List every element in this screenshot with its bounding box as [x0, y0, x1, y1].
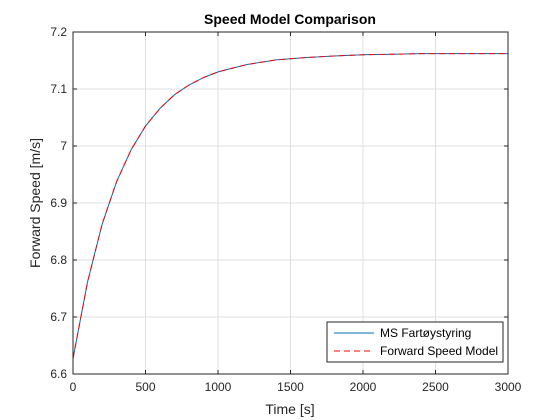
- x-tick-label: 0: [70, 380, 77, 394]
- y-tick-label: 7.1: [50, 82, 67, 96]
- y-axis-label: Forward Speed [m/s]: [27, 138, 43, 268]
- x-tick-label: 3000: [495, 380, 522, 394]
- series-line-forward-speed-model: [72, 53, 508, 359]
- y-tick-label: 6.7: [50, 310, 67, 324]
- y-tick-label: 7.2: [50, 25, 67, 39]
- legend-box: [326, 321, 504, 363]
- grid-lines: [73, 32, 508, 374]
- y-tick-label: 6.8: [50, 253, 67, 267]
- legend-entry-ms-fartoystyring: MS Fartøystyring: [380, 326, 471, 340]
- axis-ticks: 0 500 1000 1500 2000 2500 3000 6.6 6.7 6.8 6.9 7 7.1…: [50, 25, 521, 394]
- x-tick-label: 2000: [350, 380, 377, 394]
- x-tick-label: 500: [135, 380, 155, 394]
- y-tick-label: 7: [60, 139, 67, 153]
- x-tick-label: 1000: [205, 380, 232, 394]
- series-lines: [72, 53, 508, 359]
- legend: MS Fartøystyring Forward Speed Model: [326, 321, 504, 363]
- y-tick-label: 6.9: [50, 196, 67, 210]
- x-tick-label: 2500: [422, 380, 449, 394]
- y-tick-label: 6.6: [50, 367, 67, 381]
- legend-entry-forward-speed-model: Forward Speed Model: [380, 344, 498, 358]
- chart-title: Speed Model Comparison: [204, 11, 376, 27]
- x-tick-label: 1500: [277, 380, 304, 394]
- x-axis-label: Time [s]: [265, 401, 314, 417]
